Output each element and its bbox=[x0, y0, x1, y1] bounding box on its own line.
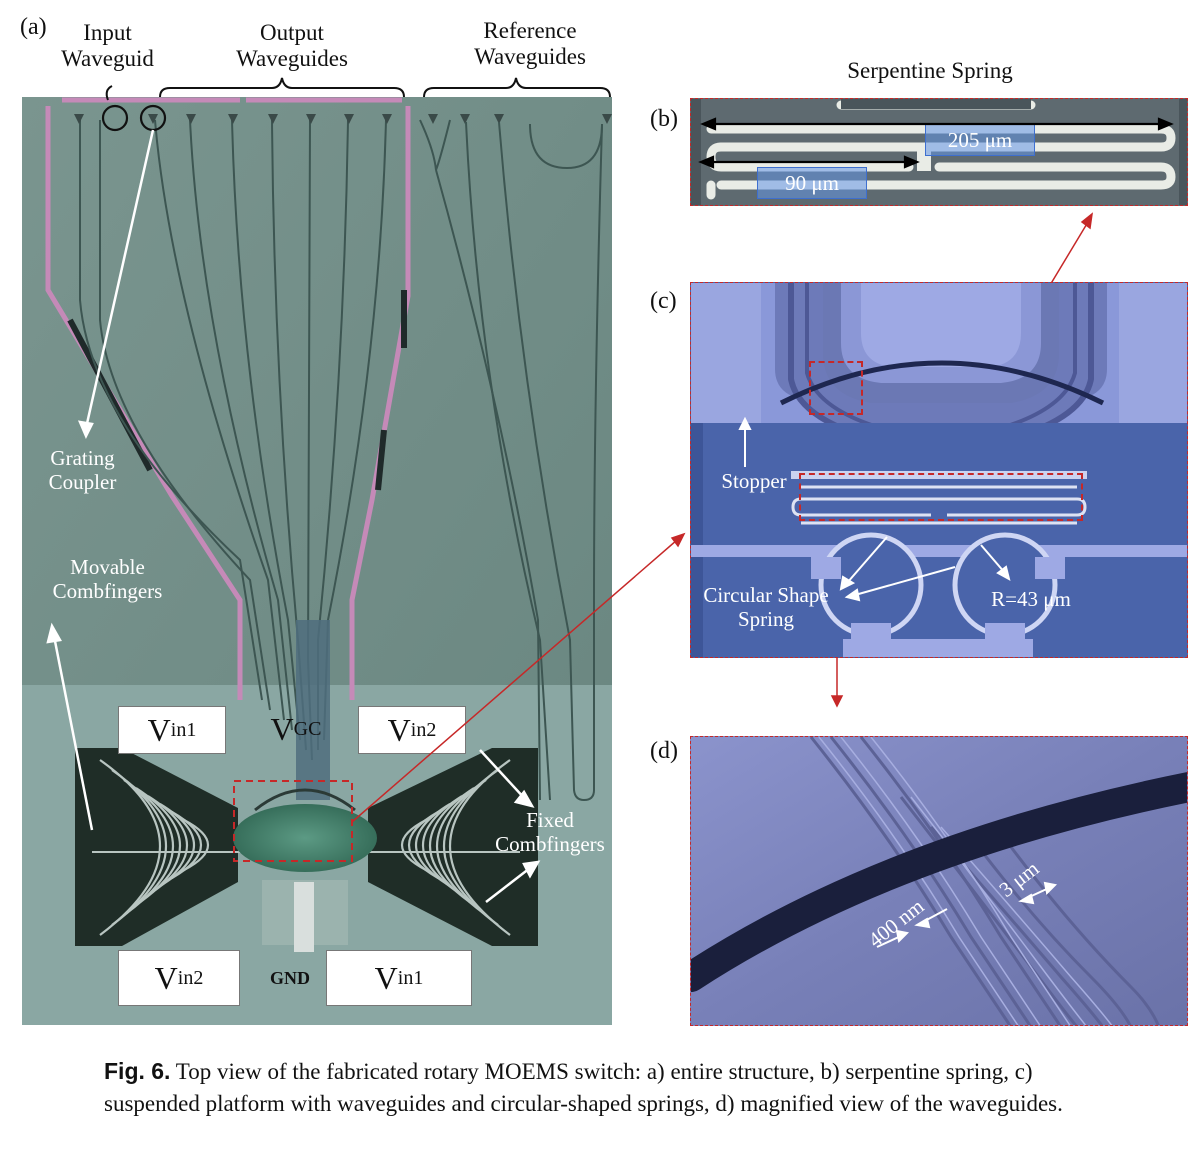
panel-b-letter: (b) bbox=[650, 106, 678, 132]
output-label-line2: Waveguides bbox=[236, 45, 348, 71]
stopper-label: Stopper bbox=[721, 469, 787, 493]
panel-c-letter: (c) bbox=[650, 288, 677, 314]
output-bracket bbox=[159, 77, 405, 98]
dim-90-box: 90 μm bbox=[757, 167, 867, 199]
circular-spring-label: Circular Shape Spring bbox=[691, 583, 841, 631]
panel-a-arrows bbox=[46, 129, 541, 903]
central-platform bbox=[233, 804, 377, 872]
pad-vin1-bottom-sub: in1 bbox=[397, 966, 424, 989]
combfingers bbox=[99, 759, 511, 936]
grating-label-line2: Coupler bbox=[48, 470, 117, 495]
right-comb-region bbox=[368, 748, 538, 946]
reference-label-line2: Waveguides bbox=[474, 43, 586, 69]
serpentine-spring-title: Serpentine Spring bbox=[847, 58, 1013, 83]
panel-b-micrograph: 205 μm 90 μm bbox=[690, 98, 1188, 206]
pad-gnd: GND bbox=[270, 967, 310, 988]
platform-drawing bbox=[691, 283, 1187, 657]
pad-vin1-bottom-main: V bbox=[374, 959, 398, 996]
input-waveguide-label: Input Waveguid bbox=[50, 20, 165, 72]
input-label-line2: Waveguid bbox=[61, 45, 154, 71]
movable-combfingers-label: Movable Combfingers bbox=[40, 555, 175, 603]
pink-traces bbox=[45, 97, 411, 700]
circular-label-line2: Spring bbox=[737, 607, 794, 632]
grating-couplers bbox=[74, 114, 612, 124]
radius-label: R=43 μm bbox=[991, 587, 1071, 611]
grating-coupler-label: Grating Coupler bbox=[30, 446, 135, 494]
reference-bracket bbox=[423, 77, 611, 98]
pad-vin1-top-main: V bbox=[147, 711, 171, 748]
fixed-label-line2: Combfingers bbox=[495, 832, 605, 857]
dim-205-box: 205 μm bbox=[925, 124, 1035, 156]
dimension-arrows bbox=[698, 117, 1174, 169]
dark-waveguide-band bbox=[691, 772, 1187, 992]
pad-vin2-bottom-sub: in2 bbox=[177, 966, 204, 989]
panel-a-letter: (a) bbox=[20, 14, 47, 40]
panel-a-zoom-box bbox=[233, 780, 353, 862]
figure-caption: Fig. 6. Top view of the fabricated rotar… bbox=[104, 1056, 1124, 1119]
pad-vgc: V GC bbox=[263, 706, 329, 752]
serpentine-zoom-box bbox=[799, 473, 1083, 521]
output-label-line1: Output bbox=[260, 20, 324, 45]
waveguide-zoom-box bbox=[809, 361, 863, 415]
input-coupler-marker-1 bbox=[101, 104, 129, 132]
figure-number: Fig. 6. bbox=[104, 1058, 171, 1084]
movable-label-line1: Movable bbox=[70, 555, 145, 579]
circular-label-line1: Circular Shape bbox=[703, 583, 829, 607]
fixed-combfingers-label: Fixed Combfingers bbox=[488, 808, 612, 856]
pad-vin2-top-sub: in2 bbox=[410, 718, 437, 741]
panel-d-micrograph: 400 nm 3 μm bbox=[690, 736, 1188, 1026]
input-label-line1: Input bbox=[83, 20, 132, 45]
reference-waveguides-label: Reference Waveguides bbox=[455, 18, 605, 70]
pad-vin1-top-sub: in1 bbox=[170, 718, 197, 741]
fixed-label-line1: Fixed bbox=[526, 808, 574, 832]
pad-vin2-top-main: V bbox=[387, 711, 411, 748]
reference-waveguides bbox=[419, 119, 603, 802]
left-comb-region bbox=[75, 748, 238, 946]
reference-label-line1: Reference bbox=[483, 18, 577, 43]
pad-vgc-main: V bbox=[270, 710, 294, 747]
caption-text: Top view of the fabricated rotary MOEMS … bbox=[104, 1059, 1063, 1116]
output-waveguides bbox=[79, 119, 387, 761]
output-waveguides-label: Output Waveguides bbox=[222, 20, 362, 72]
panel-c-micrograph: Stopper Circular Shape Spring R=43 μm bbox=[690, 282, 1188, 658]
pad-vgc-sub: GC bbox=[293, 717, 322, 740]
grating-label-line1: Grating bbox=[50, 446, 115, 470]
movable-label-line2: Combfingers bbox=[52, 579, 163, 604]
panel-d-letter: (d) bbox=[650, 738, 678, 764]
pad-vin2-bottom-main: V bbox=[154, 959, 178, 996]
panel-c-arrows bbox=[738, 416, 1011, 602]
waveguide-closeup bbox=[691, 737, 1187, 1025]
